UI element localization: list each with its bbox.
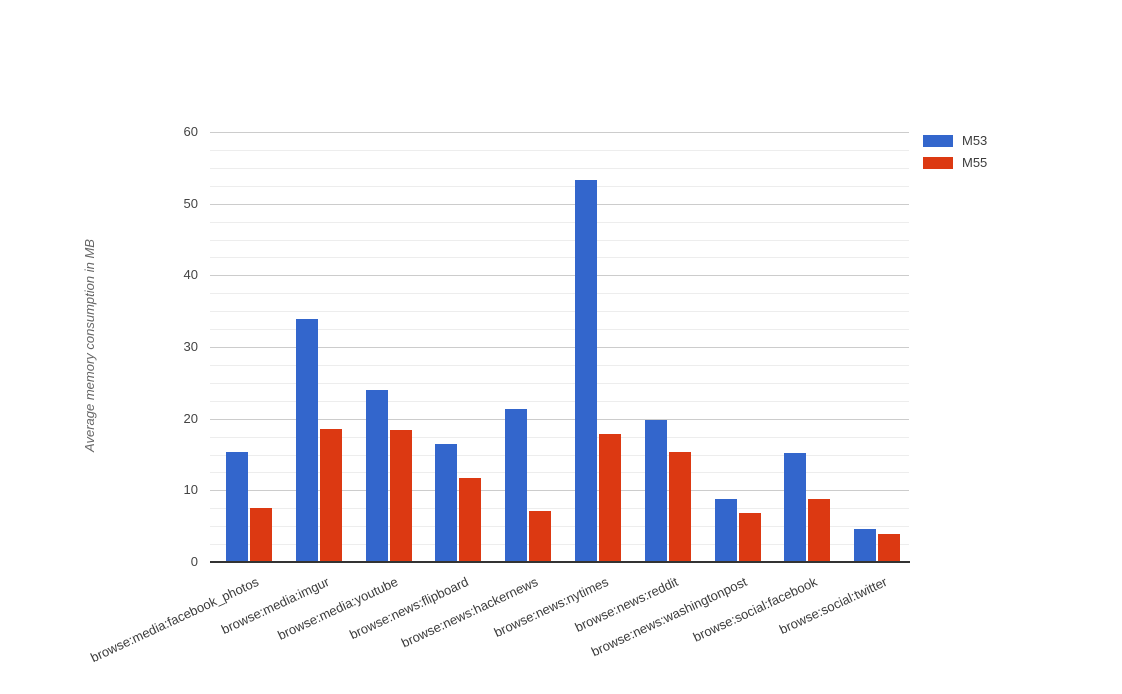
- minor-gridline: [210, 257, 909, 258]
- major-gridline: [210, 490, 909, 491]
- minor-gridline: [210, 222, 909, 223]
- legend-label-m55: M55: [962, 155, 988, 170]
- bar-m55: [459, 478, 481, 562]
- y-axis-title: Average memory consumption in MB: [82, 239, 97, 452]
- bar-m55: [808, 499, 830, 562]
- bar-m55: [390, 430, 412, 562]
- legend-item-m53: M53: [923, 133, 988, 148]
- minor-gridline: [210, 437, 909, 438]
- legend-item-m55: M55: [923, 155, 988, 170]
- minor-gridline: [210, 311, 909, 312]
- bar-m53: [784, 453, 806, 562]
- bar-m53: [296, 319, 318, 562]
- minor-gridline: [210, 293, 909, 294]
- x-axis-label: browse:media:youtube: [275, 574, 401, 643]
- bar-m53: [226, 452, 248, 562]
- minor-gridline: [210, 186, 909, 187]
- minor-gridline: [210, 455, 909, 456]
- minor-gridline: [210, 508, 909, 509]
- y-tick-label: 60: [183, 124, 198, 139]
- minor-gridline: [210, 329, 909, 330]
- minor-gridline: [210, 365, 909, 366]
- y-tick-label: 20: [183, 411, 198, 426]
- y-tick-label: 50: [183, 196, 198, 211]
- legend-swatch-m53-icon: [923, 134, 953, 147]
- legend: M53 M55: [923, 133, 988, 178]
- minor-gridline: [210, 168, 909, 169]
- y-tick-label: 10: [183, 482, 198, 497]
- y-tick-label: 30: [183, 339, 198, 354]
- major-gridline: [210, 132, 909, 133]
- minor-gridline: [210, 401, 909, 402]
- x-axis-label: browse:news:nytimes: [491, 574, 611, 641]
- x-axis-line: [210, 561, 910, 563]
- minor-gridline: [210, 544, 909, 545]
- bar-m55: [599, 434, 621, 562]
- minor-gridline: [210, 383, 909, 384]
- bar-m55: [320, 429, 342, 562]
- bar-m55: [669, 452, 691, 562]
- minor-gridline: [210, 526, 909, 527]
- bar-m55: [529, 511, 551, 562]
- minor-gridline: [210, 472, 909, 473]
- bar-m55: [250, 508, 272, 562]
- major-gridline: [210, 347, 909, 348]
- major-gridline: [210, 204, 909, 205]
- y-tick-label: 0: [190, 554, 198, 569]
- bar-m53: [505, 409, 527, 562]
- legend-swatch-m55-icon: [923, 156, 953, 169]
- minor-gridline: [210, 150, 909, 151]
- bar-m53: [435, 444, 457, 562]
- bar-m55: [739, 513, 761, 562]
- bar-m53: [715, 499, 737, 562]
- minor-gridline: [210, 240, 909, 241]
- y-tick-label: 40: [183, 267, 198, 282]
- bar-m53: [645, 420, 667, 562]
- bar-m55: [878, 534, 900, 562]
- major-gridline: [210, 419, 909, 420]
- bar-m53: [575, 180, 597, 562]
- bar-m53: [854, 529, 876, 562]
- major-gridline: [210, 275, 909, 276]
- bar-m53: [366, 390, 388, 562]
- legend-label-m53: M53: [962, 133, 988, 148]
- x-axis-label: browse:social:facebook: [690, 574, 820, 645]
